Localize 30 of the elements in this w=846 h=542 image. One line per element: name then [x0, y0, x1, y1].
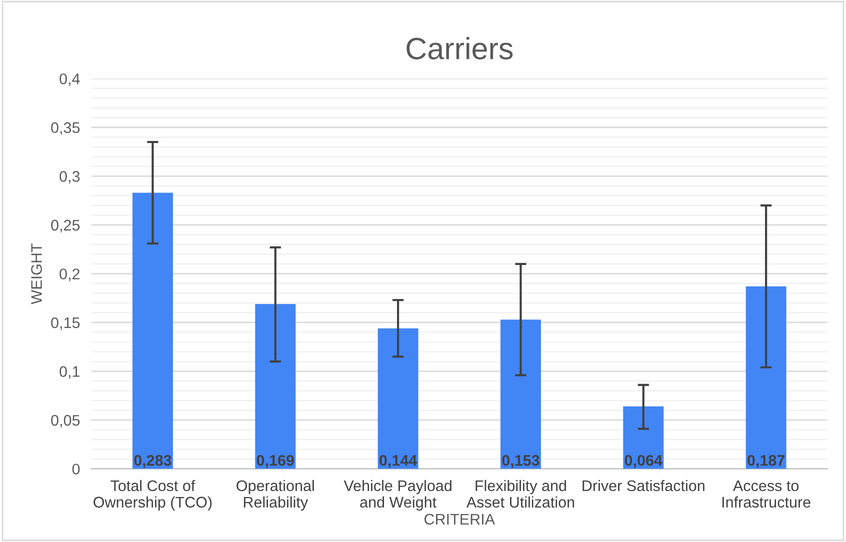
y-tick-label: 0,15 [51, 317, 80, 330]
bar [623, 406, 664, 469]
bar [378, 328, 418, 469]
chart-title: Carriers [406, 37, 513, 60]
data-label: 0,169 [256, 454, 294, 468]
bar [132, 192, 173, 469]
x-tick-label: Vehicle Payload and Weight [344, 480, 452, 511]
data-label: 0,153 [502, 454, 540, 468]
y-axis-title: WEIGHT [31, 244, 42, 304]
data-label: 0,064 [624, 454, 662, 468]
bar [500, 320, 541, 469]
x-tick-label: Access to Infrastructure [722, 480, 810, 508]
x-axis-title: CRITERIA [424, 514, 495, 525]
bar [255, 304, 296, 469]
x-tick-label: Flexibility and Asset Utilization [466, 480, 574, 508]
x-tick-label: Driver Satisfaction [582, 480, 704, 492]
y-tick-label: 0 [72, 464, 80, 475]
y-tick-label: 0,3 [60, 171, 80, 184]
y-tick-label: 0,2 [60, 268, 80, 282]
y-tick-label: 0,25 [51, 220, 80, 232]
y-tick-label: 0,4 [60, 73, 80, 86]
data-label: 0,283 [134, 454, 172, 468]
x-tick-label: Operational Reliability [236, 480, 314, 511]
y-tick-label: 0,05 [51, 414, 80, 428]
bar [746, 286, 786, 469]
y-tick-label: 0,35 [51, 122, 80, 135]
data-label: 0,144 [380, 454, 418, 468]
data-label: 0,187 [748, 454, 784, 468]
y-tick-label: 0,1 [60, 366, 80, 379]
x-tick-label: Total Cost of Ownership (TCO) [94, 480, 212, 511]
